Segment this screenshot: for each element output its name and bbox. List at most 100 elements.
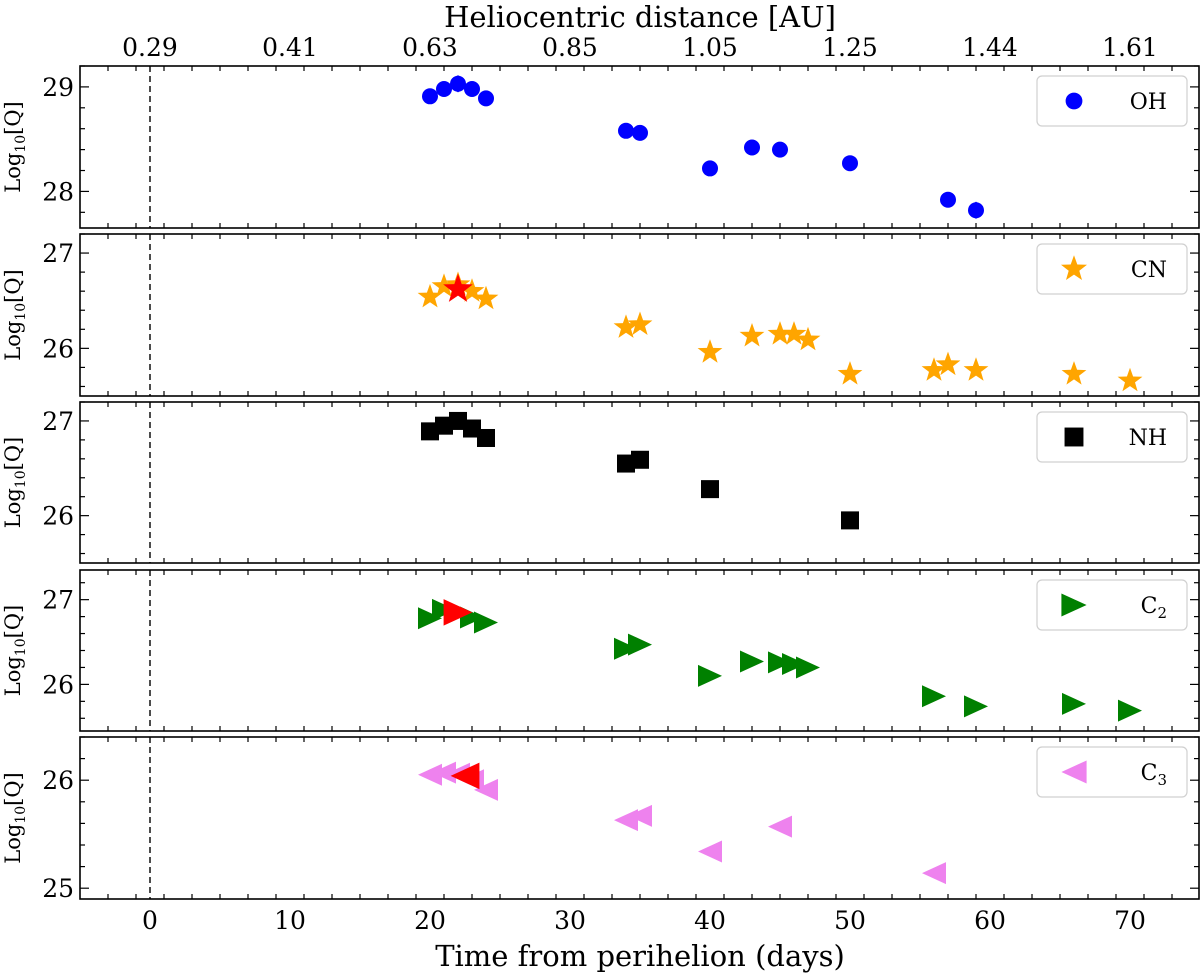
data-point-oh bbox=[702, 160, 718, 177]
data-point-c3 bbox=[474, 778, 498, 801]
data-point-c2 bbox=[614, 637, 638, 660]
data-point-cn bbox=[473, 285, 499, 310]
y-tick-label: 28 bbox=[42, 177, 74, 206]
top-tick-label: 0.29 bbox=[122, 33, 178, 62]
top-tick-label: 1.05 bbox=[682, 33, 738, 62]
data-point-oh bbox=[450, 75, 466, 92]
y-tick-label: 29 bbox=[42, 73, 74, 102]
panel-frame bbox=[79, 65, 1200, 229]
legend-label: C2 bbox=[1141, 594, 1167, 622]
legend-box bbox=[1036, 75, 1188, 127]
data-point-c2 bbox=[1062, 692, 1086, 715]
highlight-point bbox=[450, 762, 480, 790]
data-point-cn bbox=[1117, 367, 1143, 392]
panel-c2: 26 27 Log10[Q] C2 bbox=[1, 569, 1200, 732]
data-point-cn bbox=[697, 339, 723, 363]
y-tick-label: 25 bbox=[42, 874, 74, 903]
data-point-cn bbox=[1061, 361, 1087, 385]
data-point-cn bbox=[613, 314, 639, 338]
data-point-c2 bbox=[922, 685, 946, 708]
legend-label: CN bbox=[1131, 258, 1167, 283]
x-tick-label: 0 bbox=[142, 906, 158, 935]
top-tick-label: 1.25 bbox=[822, 33, 878, 62]
top-axis-title: Heliocentric distance [AU] bbox=[444, 0, 836, 34]
highlight-point bbox=[443, 599, 473, 626]
x-tick-label: 70 bbox=[1114, 906, 1146, 935]
data-point-oh bbox=[632, 124, 648, 141]
data-point-cn bbox=[837, 361, 863, 385]
legend-marker bbox=[1061, 255, 1087, 280]
data-point-cn bbox=[767, 321, 793, 345]
data-point-cn bbox=[795, 326, 821, 351]
x-tick-label: 30 bbox=[554, 906, 586, 935]
x-tick-label: 40 bbox=[694, 906, 726, 935]
data-point-cn bbox=[459, 278, 485, 302]
panel-cn: 26 27 Log10[Q] CN bbox=[1, 233, 1200, 397]
y-tick-label: 27 bbox=[42, 239, 74, 268]
data-point-cn bbox=[921, 357, 947, 381]
data-point-c2 bbox=[964, 695, 988, 718]
data-point-nh bbox=[421, 422, 439, 441]
data-point-oh bbox=[478, 90, 494, 107]
data-point-nh bbox=[701, 480, 719, 499]
data-point-c2 bbox=[628, 633, 652, 656]
y-axis-label: Log10[Q] bbox=[1, 269, 29, 360]
data-point-oh bbox=[422, 88, 438, 105]
x-tick-label: 20 bbox=[414, 906, 446, 935]
data-point-c2 bbox=[1118, 699, 1142, 722]
data-point-cn bbox=[431, 273, 457, 297]
top-tick-label: 1.44 bbox=[962, 33, 1018, 62]
data-point-c3 bbox=[418, 763, 442, 786]
data-point-c3 bbox=[628, 804, 652, 827]
y-axis-label: Log10[Q] bbox=[1, 101, 29, 192]
x-tick-label: 50 bbox=[834, 906, 866, 935]
y-axis-label: Log10[Q] bbox=[1, 772, 29, 863]
top-tick-label: 1.61 bbox=[1102, 33, 1158, 62]
data-point-nh bbox=[435, 416, 453, 435]
legend-marker bbox=[1061, 593, 1087, 617]
y-tick-label: 26 bbox=[42, 502, 74, 531]
legend-marker bbox=[1065, 92, 1083, 110]
panel-frame bbox=[79, 401, 1200, 564]
data-point-nh bbox=[617, 454, 635, 473]
data-point-c2 bbox=[740, 650, 764, 673]
data-point-c2 bbox=[796, 656, 820, 679]
data-point-cn bbox=[739, 323, 765, 347]
data-point-c2 bbox=[768, 651, 792, 674]
legend-box bbox=[1036, 746, 1188, 798]
panel-frame bbox=[79, 569, 1200, 732]
data-point-c2 bbox=[698, 664, 722, 687]
data-point-cn bbox=[781, 321, 807, 345]
panel-oh: 28 29 Log10[Q] OH bbox=[1, 65, 1200, 229]
data-point-cn bbox=[417, 283, 443, 308]
data-point-c2 bbox=[782, 653, 806, 676]
y-axis-label: Log10[Q] bbox=[1, 437, 29, 528]
data-point-c3 bbox=[922, 862, 946, 885]
data-point-c2 bbox=[474, 611, 498, 634]
data-point-c2 bbox=[418, 607, 442, 630]
data-point-oh bbox=[618, 122, 634, 139]
y-axis-label: Log10[Q] bbox=[1, 605, 29, 696]
top-tick-label: 0.41 bbox=[262, 33, 318, 62]
highlight-point bbox=[443, 273, 473, 302]
legend-box bbox=[1036, 243, 1188, 295]
y-tick-label: 26 bbox=[42, 334, 74, 363]
data-point-nh bbox=[477, 428, 495, 447]
data-point-c3 bbox=[698, 840, 722, 863]
y-tick-label: 27 bbox=[42, 586, 74, 615]
legend-label: OH bbox=[1130, 90, 1167, 115]
legend-box bbox=[1036, 579, 1188, 631]
panels-group: 0.29 0.41 0.63 0.85 1.05 1.25 1.44 1.61 0 10 20 30 4… bbox=[1, 33, 1200, 935]
legend-marker bbox=[1061, 760, 1087, 784]
data-point-oh bbox=[940, 191, 956, 208]
panel-nh: 26 27 Log10[Q] NH bbox=[1, 401, 1200, 564]
legend-marker bbox=[1064, 427, 1084, 447]
data-point-nh bbox=[449, 411, 467, 430]
data-point-cn bbox=[963, 357, 989, 381]
legend-box bbox=[1036, 411, 1188, 463]
legend-label: NH bbox=[1129, 426, 1167, 451]
data-point-c3 bbox=[768, 815, 792, 838]
data-point-c3 bbox=[432, 761, 456, 784]
